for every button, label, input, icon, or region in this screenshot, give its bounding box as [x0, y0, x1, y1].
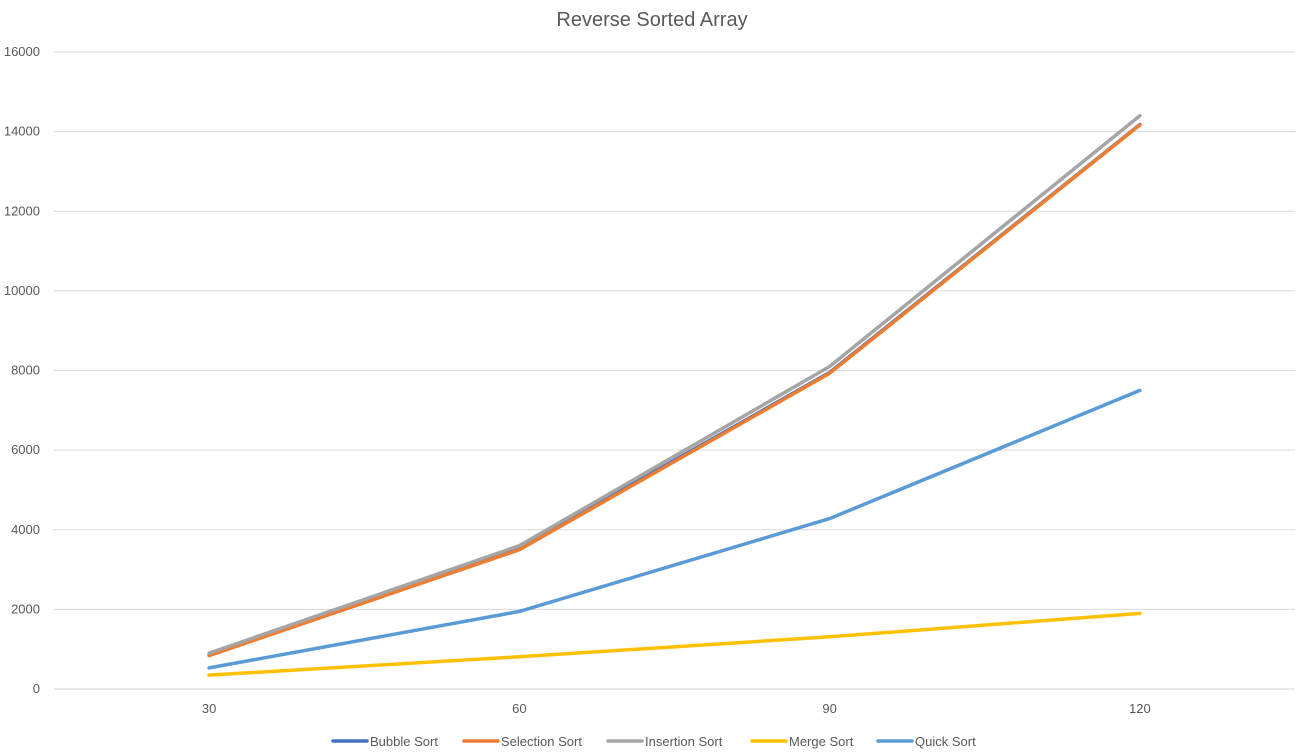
legend-item: Quick Sort	[876, 734, 976, 749]
y-tick-label: 6000	[11, 442, 40, 457]
legend-item: Bubble Sort	[331, 734, 438, 749]
legend-item: Merge Sort	[750, 734, 854, 749]
legend-item: Insertion Sort	[606, 734, 723, 749]
series-line-selection-sort	[207, 123, 1142, 658]
x-tick-label: 90	[822, 701, 836, 716]
x-tick-label: 120	[1129, 701, 1151, 716]
y-tick-label: 10000	[4, 283, 40, 298]
legend-label: Bubble Sort	[370, 734, 438, 749]
chart-title: Reverse Sorted Array	[556, 9, 747, 31]
series-line-merge-sort	[207, 611, 1142, 677]
legend-item: Selection Sort	[462, 734, 582, 749]
y-tick-label: 8000	[11, 363, 40, 378]
y-tick-label: 14000	[4, 124, 40, 139]
y-tick-label: 12000	[4, 203, 40, 218]
y-tick-label: 0	[33, 681, 40, 696]
x-tick-label: 30	[202, 701, 216, 716]
legend-label: Insertion Sort	[645, 734, 723, 749]
y-tick-label: 16000	[4, 44, 40, 59]
series-line-insertion-sort	[207, 113, 1142, 655]
gridlines	[54, 51, 1295, 690]
legend-label: Quick Sort	[915, 734, 976, 749]
y-tick-label: 2000	[11, 601, 40, 616]
y-tick-label: 4000	[11, 522, 40, 537]
legend-label: Selection Sort	[501, 734, 582, 749]
legend-label: Merge Sort	[789, 734, 854, 749]
y-axis-ticks: 0 2000 4000 6000 8000 10000 12000 14000 16000	[4, 44, 40, 696]
x-axis-ticks: 30 60 90 120	[202, 701, 1151, 716]
series-line-quick-sort	[207, 388, 1142, 670]
legend: Bubble Sort Selection Sort Insertion Sort M…	[331, 734, 976, 749]
series-lines	[207, 113, 1142, 677]
x-tick-label: 60	[512, 701, 526, 716]
series-line-bubble-sort	[207, 122, 1142, 657]
